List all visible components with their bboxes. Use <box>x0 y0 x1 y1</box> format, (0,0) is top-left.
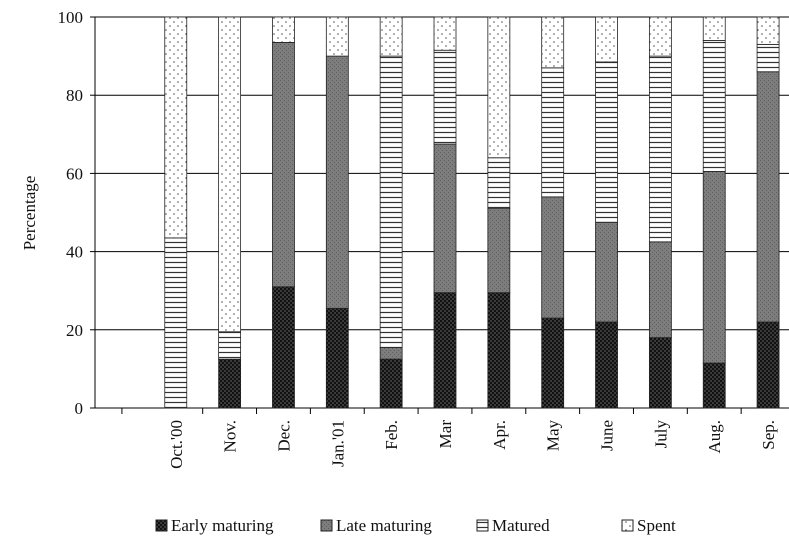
bar-segment-late-maturing <box>541 196 565 319</box>
bar-segment-spent <box>541 16 565 69</box>
legend-label: Matured <box>492 516 550 535</box>
legend-swatch <box>621 519 634 532</box>
bar-segment-spent <box>325 16 349 57</box>
y-tick-label: 20 <box>66 321 83 340</box>
y-tick-label: 60 <box>66 164 83 183</box>
bar-segment-late-maturing <box>595 221 618 323</box>
bar-segment-early-maturing <box>218 358 242 409</box>
legend-label: Early maturing <box>171 516 274 535</box>
bar-segment-late-maturing <box>379 346 403 360</box>
y-tick-label: 0 <box>75 399 84 418</box>
bar-segment-late-maturing <box>702 171 726 364</box>
bar-segment-matured <box>756 43 780 73</box>
legend-swatch <box>476 519 489 532</box>
legend-swatch <box>155 519 168 532</box>
bar-segment-early-maturing <box>648 337 672 409</box>
bar-segment-matured <box>379 55 403 348</box>
bar-segment-matured <box>595 61 618 223</box>
legend-label: Spent <box>637 516 676 535</box>
bar-segment-matured <box>218 331 242 360</box>
bar-segment-early-maturing <box>487 292 511 409</box>
bar-segment-spent <box>272 16 295 43</box>
bar-segment-spent <box>164 16 188 239</box>
bar-segment-late-maturing <box>272 42 295 288</box>
bar-segment-early-maturing <box>272 286 295 409</box>
bars <box>164 16 780 409</box>
x-tick-label: Feb. <box>382 420 401 450</box>
bar-segment-spent <box>702 16 726 41</box>
x-tick-label: Apr. <box>490 420 509 450</box>
bar-segment-late-maturing <box>325 55 349 309</box>
bar-segment-spent <box>648 16 672 57</box>
x-tick-label: Sep. <box>759 420 778 450</box>
x-axis-ticks: Oct.'00 Nov. Dec. Jan.'01 Feb. Mar Apr. May June… <box>121 408 778 469</box>
bar-segment-matured <box>648 55 672 243</box>
y-tick-label: 100 <box>58 8 84 27</box>
bar-segment-spent <box>756 16 780 45</box>
bar-segment-early-maturing <box>325 307 349 409</box>
bar-segment-early-maturing <box>433 292 457 409</box>
x-tick-label: July <box>651 420 670 449</box>
bar-segment-matured <box>487 157 511 209</box>
bar-segment-spent <box>595 16 618 63</box>
bar-segment-matured <box>702 40 726 172</box>
x-tick-label: May <box>544 420 563 452</box>
legend-swatch <box>320 519 333 532</box>
bar-segment-late-maturing <box>433 143 457 294</box>
bar-segment-early-maturing <box>541 317 565 409</box>
bar-segment-spent <box>218 16 242 333</box>
bar-segment-spent <box>379 16 403 57</box>
x-tick-label: Mar <box>436 420 455 449</box>
bar-segment-matured <box>433 49 457 145</box>
y-tick-label: 40 <box>66 243 83 262</box>
x-tick-label: Nov. <box>221 420 240 452</box>
bar-segment-early-maturing <box>379 358 403 409</box>
bar-segment-spent <box>487 16 511 159</box>
x-tick-label: Dec. <box>274 420 293 452</box>
y-tick-label: 80 <box>66 86 83 105</box>
bar-segment-late-maturing <box>648 241 672 339</box>
legend: Early maturing Late maturing Matured Spent <box>155 516 676 535</box>
bar-segment-late-maturing <box>487 208 511 294</box>
x-tick-label: Aug. <box>705 420 724 454</box>
y-axis-label: Percentage <box>20 176 39 251</box>
x-tick-label: June <box>598 420 617 451</box>
bar-segment-spent <box>433 16 457 51</box>
x-tick-label: Oct.'00 <box>167 420 186 469</box>
bar-segment-matured <box>164 237 188 409</box>
bar-segment-early-maturing <box>702 362 726 409</box>
bar-segment-late-maturing <box>756 71 780 323</box>
bar-segment-early-maturing <box>595 321 618 409</box>
bar-segment-matured <box>541 67 565 198</box>
x-tick-label: Jan.'01 <box>328 420 347 467</box>
y-axis-ticks: 0 20 40 60 80 100 <box>58 8 95 418</box>
bar-segment-early-maturing <box>756 321 780 409</box>
legend-label: Late maturing <box>336 516 432 535</box>
